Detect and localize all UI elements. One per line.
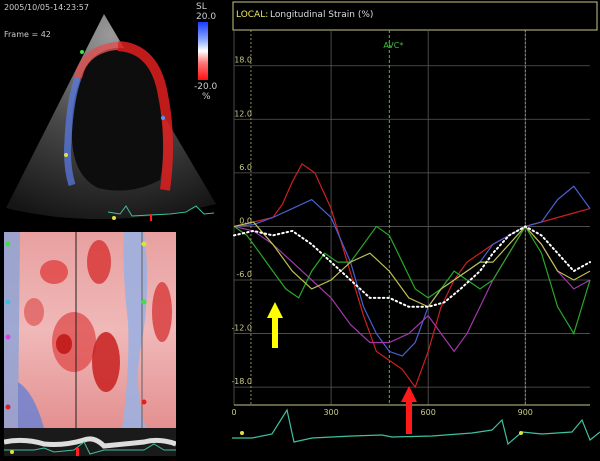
y-tick-label: 18.0: [234, 56, 252, 65]
ecg-marker: [112, 216, 116, 220]
chart-header-box: [232, 1, 598, 31]
strain-chart-panel: LOCAL: Longitudinal Strain (%) 18.0 12.0 6…: [231, 0, 600, 457]
chart-tick-labels: 18.0 12.0 6.0 0.0 -6.0 -12.0 -18.0 0 300 600 900: [231, 56, 533, 417]
scale-max: 20.0: [196, 12, 217, 22]
y-tick-label: 6.0: [239, 163, 252, 172]
tracking-point: [80, 50, 84, 54]
lateral-wall-overlay: [117, 41, 174, 191]
chart-grid: [233, 30, 590, 406]
color-scale-bar: [198, 22, 208, 80]
ecg-trace: [232, 408, 600, 446]
y-tick-label: 12.0: [234, 109, 252, 118]
curved-mmode-panel: [4, 232, 176, 428]
mmode-ecg-strip: [4, 428, 176, 456]
tracking-point: [64, 153, 68, 157]
x-tick-label: 0: [232, 408, 237, 417]
scale-min: -20.0: [194, 82, 218, 92]
y-tick-label: -12.0: [232, 324, 252, 333]
echo-image-panel: 2005/10/05-14:23:57 Frame = 42: [0, 0, 232, 228]
echo-ecg-trace: [107, 205, 215, 217]
x-tick-label: 300: [323, 408, 338, 417]
ecg-marker-end: [519, 431, 523, 435]
chart-series-group: [233, 163, 591, 389]
yellow-up-arrow-icon: [267, 302, 283, 348]
x-tick-label: 900: [518, 408, 533, 417]
segment-strain-line-2: [233, 185, 591, 357]
y-tick-label: -6.0: [236, 270, 252, 279]
apex-overlay: [74, 42, 119, 79]
mmode-ecg-trace: [4, 428, 176, 456]
ecg-marker-start: [240, 431, 244, 435]
chart-header-prefix: LOCAL:: [236, 10, 268, 20]
frame-label: Frame = 42: [4, 30, 51, 39]
echo-sector-image: [6, 14, 216, 221]
segment-strain-line-4: [233, 225, 591, 336]
strain-chart: LOCAL: Longitudinal Strain (%) 18.0 12.0 6…: [231, 1, 600, 446]
average-strain-line: [233, 225, 591, 308]
chart-title: Longitudinal Strain (%): [270, 10, 373, 20]
avc-label: AVC*: [383, 41, 403, 50]
septal-wall-overlay: [64, 76, 82, 187]
scale-unit: %: [202, 92, 211, 102]
timestamp: 2005/10/05-14:23:57: [4, 3, 89, 12]
curved-mmode-image: [4, 232, 176, 428]
segment-strain-line-5: [233, 221, 591, 308]
ecg-frame-marker: [150, 214, 152, 221]
x-tick-label: 600: [421, 408, 436, 417]
y-tick-label: 0.0: [239, 216, 252, 225]
scale-title: SL: [196, 2, 207, 12]
y-tick-label: -18.0: [232, 377, 252, 386]
lv-cavity: [71, 47, 164, 191]
tracking-point: [161, 116, 165, 120]
segment-strain-line-1: [233, 163, 591, 389]
red-up-arrow-icon: [401, 386, 417, 434]
